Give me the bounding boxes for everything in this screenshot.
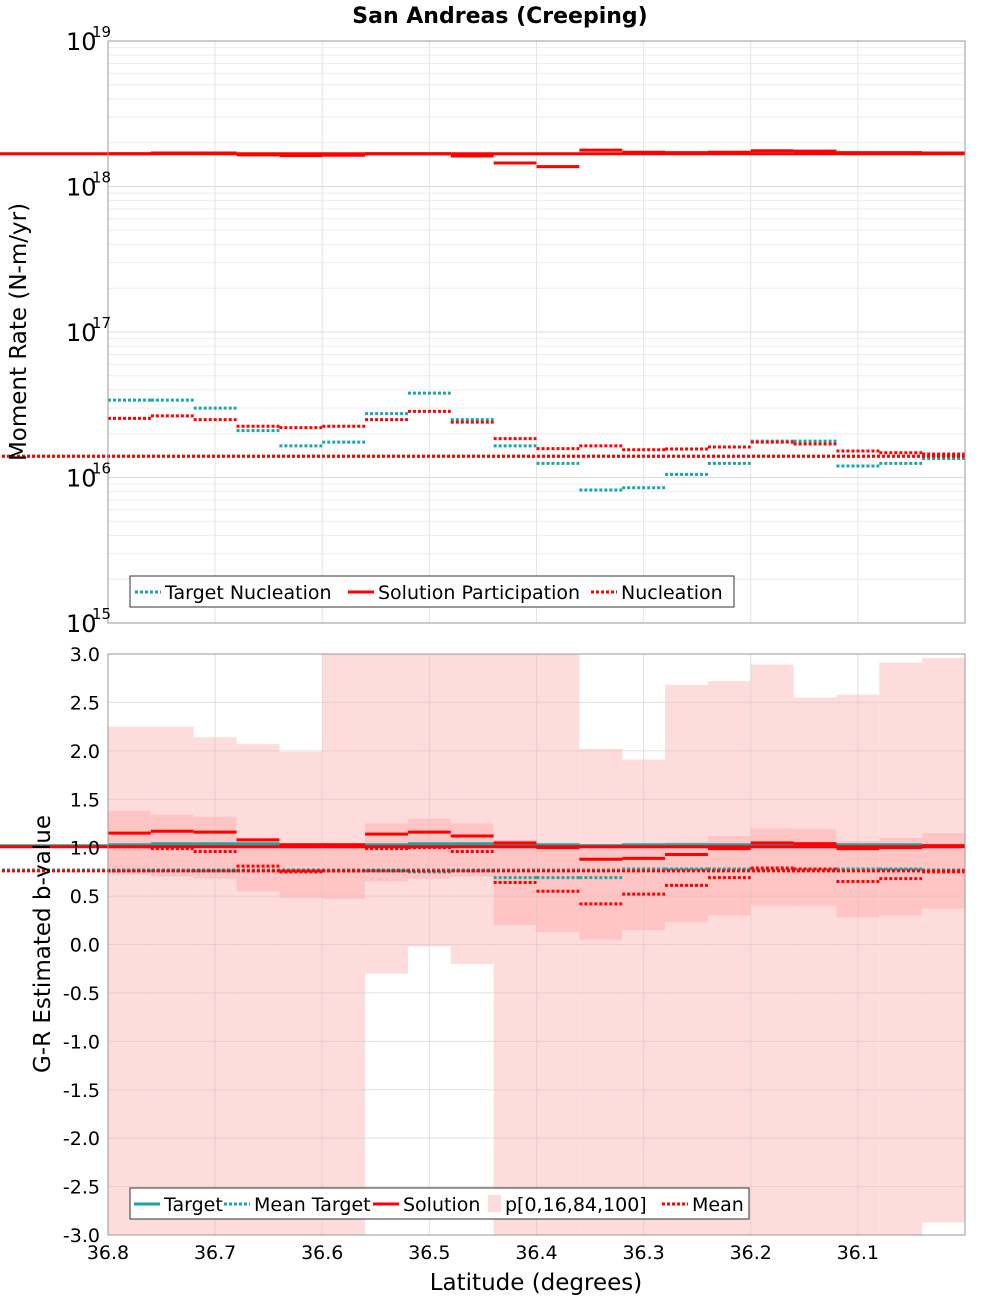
- bvalue-legend-label: Mean Target: [254, 1194, 371, 1216]
- bvalue-ylabel: G-R Estimated b-value: [30, 815, 56, 1073]
- bvalue-band-outer: [793, 697, 837, 1235]
- bvalue-x-tick-label: 36.4: [515, 1242, 557, 1264]
- moment-grid: [107, 41, 965, 624]
- moment-ylabel: Moment Rate (N-m/yr): [6, 203, 32, 461]
- bvalue-band-outer: [579, 748, 623, 1235]
- bvalue-y-tick-label: -2.0: [63, 1128, 100, 1150]
- moment-legend-label: Nucleation: [621, 582, 723, 604]
- bvalue-band-inner: [365, 823, 408, 882]
- moment-y-tick-label: 10: [66, 319, 97, 347]
- moment-legend-label: Solution Participation: [378, 582, 580, 604]
- moment-legend-box: [129, 575, 735, 608]
- chart-title: San Andreas (Creeping): [352, 4, 647, 29]
- bvalue-y-tick-label: 2.0: [70, 741, 100, 763]
- bvalue-band-outer: [236, 744, 280, 1235]
- bvalue-band-inner: [108, 810, 151, 875]
- bvalue-band-outer: [879, 662, 923, 1235]
- moment-y-tick-label: 10: [66, 465, 97, 493]
- moment-series: [0, 148, 965, 492]
- bvalue-y-tick-label: 0.5: [70, 886, 100, 908]
- moment-frame: [107, 40, 966, 624]
- bvalue-x-tick-label: 36.7: [194, 1242, 236, 1264]
- bvalue-legend-label: Mean: [692, 1194, 744, 1216]
- moment-y-tick-exponent: 18: [92, 169, 111, 187]
- bvalue-x-tick-label: 36.8: [87, 1242, 129, 1264]
- bvalue-y-tick-label: -1.5: [63, 1080, 100, 1102]
- moment-legend: Target Nucleation Solution Participation N…: [129, 575, 735, 608]
- bvalue-y-tick-label: 1.0: [70, 838, 100, 860]
- bvalue-legend-label: p[0,16,84,100]: [505, 1194, 647, 1216]
- moment-y-tick-exponent: 16: [92, 460, 111, 478]
- bvalue-y-tick-label: -1.0: [63, 1031, 100, 1053]
- moment-y-tick-label: 10: [66, 610, 97, 638]
- bvalue-y-tick-label: 2.5: [70, 692, 100, 714]
- bvalue-legend-swatch: [488, 1195, 501, 1212]
- moment-y-tick-exponent: 19: [92, 23, 111, 41]
- moment-y-tick-label: 10: [66, 28, 97, 56]
- moment-y-tick-label: 10: [66, 174, 97, 202]
- bvalue-band-outer: [665, 684, 708, 1235]
- bvalue-band-outer: [707, 681, 751, 1235]
- bvalue-panel: -3.0 -2.5 -2.0 -1.5 -1.0 -0.5 0.0 0.5 1.0 1.5 2.0 2…: [0, 644, 966, 1296]
- bvalue-x-tick-label: 36.3: [622, 1242, 664, 1264]
- bvalue-legend: Target Mean Target Solution p[0,16,84,100] M…: [129, 1187, 750, 1220]
- bvalue-x-tick-label: 36.1: [837, 1242, 879, 1264]
- bvalue-legend-label: Solution: [403, 1194, 480, 1216]
- bvalue-band-outer: [750, 664, 794, 1235]
- bvalue-band-inner: [879, 837, 923, 916]
- bvalue-x-tick-label: 36.2: [730, 1242, 772, 1264]
- bvalue-band-outer: [922, 657, 965, 1223]
- bvalue-legend-label: Target: [163, 1194, 223, 1216]
- bvalue-x-tick-label: 36.6: [301, 1242, 343, 1264]
- bvalue-band-outer: [365, 654, 408, 974]
- bvalue-band-outer: [150, 726, 194, 1235]
- bvalue-frame: [107, 653, 966, 1236]
- bvalue-legend-box: [129, 1187, 750, 1220]
- bvalue-y-tick-label: -3.0: [63, 1225, 100, 1247]
- bvalue-y-tick-label: -0.5: [63, 983, 100, 1005]
- bvalue-y-tick-label: 1.5: [70, 789, 100, 811]
- moment-legend-label: Target Nucleation: [164, 582, 332, 604]
- bvalue-y-ticks: -3.0 -2.5 -2.0 -1.5 -1.0 -0.5 0.0 0.5 1.0 1.5 2.0 2…: [63, 644, 100, 1247]
- bvalue-x-tick-label: 36.5: [408, 1242, 450, 1264]
- moment-y-tick-exponent: 15: [92, 605, 111, 623]
- bvalue-y-tick-label: -2.5: [63, 1177, 100, 1199]
- bvalue-band-inner: [536, 843, 580, 932]
- bvalue-x-ticks: 36.8 36.7 36.6 36.5 36.4 36.3 36.2 36.1: [87, 1242, 879, 1264]
- moment-y-tick-exponent: 17: [92, 314, 111, 332]
- bvalue-series: [0, 829, 965, 906]
- bvalue-band-inner: [579, 847, 623, 940]
- bvalue-y-tick-label: 0.0: [70, 935, 100, 957]
- bvalue-band-outer: [108, 726, 151, 1235]
- bvalue-band-outer: [450, 654, 494, 964]
- bvalue-xlabel: Latitude (degrees): [430, 1270, 643, 1296]
- bvalue-y-tick-label: 3.0: [70, 644, 100, 666]
